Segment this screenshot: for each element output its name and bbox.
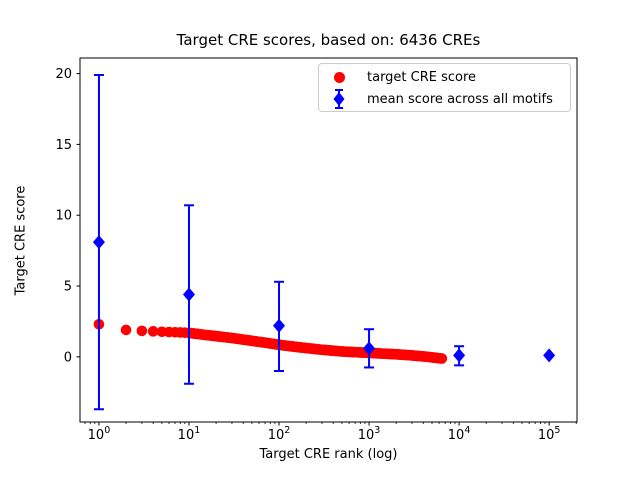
red-point [147,326,159,337]
red-point [436,353,448,364]
legend-item-target-cre-score: target CRE score [319,66,570,88]
red-point [136,325,148,337]
mean-diamond [543,348,556,363]
x-tick-label: 102 [268,425,291,443]
x-tick-label: 105 [538,425,561,443]
legend-item-mean-score: mean score across all motifs [319,88,570,110]
x-tick-label: 101 [178,425,201,443]
x-tick-label: 104 [448,425,471,443]
x-axis-label: Target CRE rank (log) [259,447,398,462]
x-tick-label: 100 [88,425,111,443]
red-dot-icon [319,71,359,83]
mean-diamond [363,341,376,356]
mean-diamond [453,348,466,363]
y-tick-label: 5 [64,280,72,295]
x-tick-label: 103 [358,425,381,443]
mean-diamond [92,235,105,250]
y-tick-label: 0 [64,350,72,365]
legend-label-target-cre-score: target CRE score [367,69,477,85]
y-tick-label: 15 [55,138,72,153]
blue-diamond-errorbar-icon [319,88,359,110]
y-tick-label: 20 [55,67,72,82]
axes-spines [79,57,578,423]
chart-title: Target CRE scores, based on: 6436 CREs [176,31,481,49]
legend: target CRE score mean score across all m… [318,63,571,112]
legend-label-mean-score: mean score across all motifs [367,91,553,107]
mean-diamond [273,318,286,333]
mean-diamond [182,287,195,302]
red-point [120,324,132,336]
y-tick-label: 10 [55,209,72,224]
